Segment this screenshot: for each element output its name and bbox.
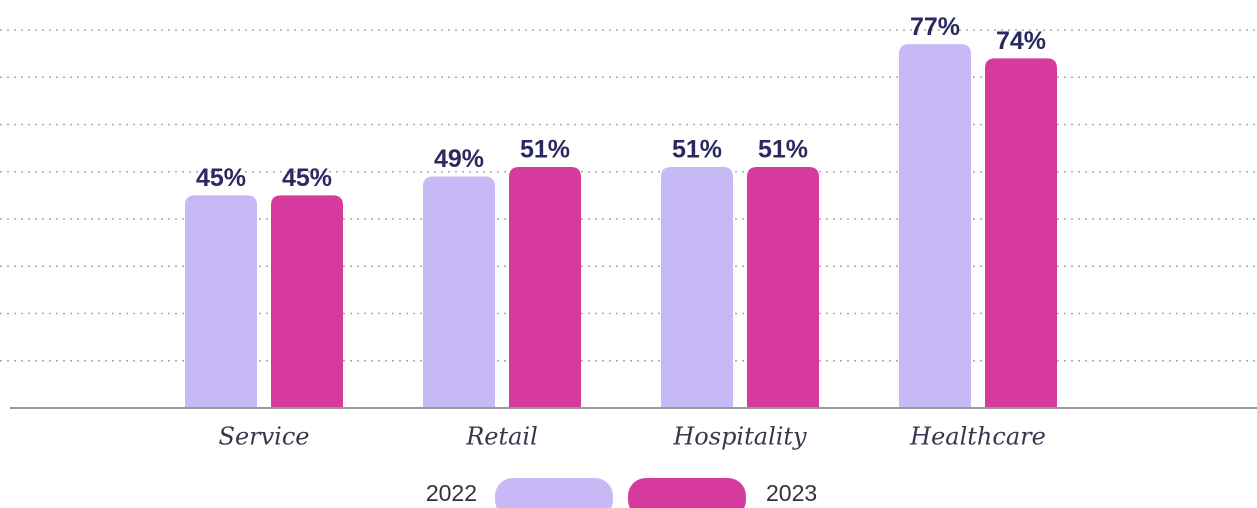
x-tick-label: Service <box>219 423 310 451</box>
legend-swatch <box>628 478 746 508</box>
legend-swatch <box>495 478 613 508</box>
legend-label: 2022 <box>426 480 477 506</box>
value-label: 51% <box>672 136 722 164</box>
value-label: 51% <box>758 136 808 164</box>
value-label: 77% <box>910 13 960 41</box>
bar <box>185 195 257 408</box>
value-label: 45% <box>282 164 332 192</box>
legend-label: 2023 <box>766 480 817 506</box>
value-label: 45% <box>196 164 246 192</box>
value-label: 51% <box>520 136 570 164</box>
bar <box>423 176 495 408</box>
x-tick-label: Hospitality <box>672 423 807 451</box>
bar <box>271 195 343 408</box>
bar <box>747 167 819 408</box>
bar <box>899 44 971 409</box>
value-label: 74% <box>996 27 1046 55</box>
x-tick-label: Retail <box>465 423 538 451</box>
bar <box>661 167 733 408</box>
bar <box>985 58 1057 408</box>
value-label: 49% <box>434 145 484 173</box>
bar <box>509 167 581 408</box>
x-tick-label: Healthcare <box>909 423 1046 451</box>
